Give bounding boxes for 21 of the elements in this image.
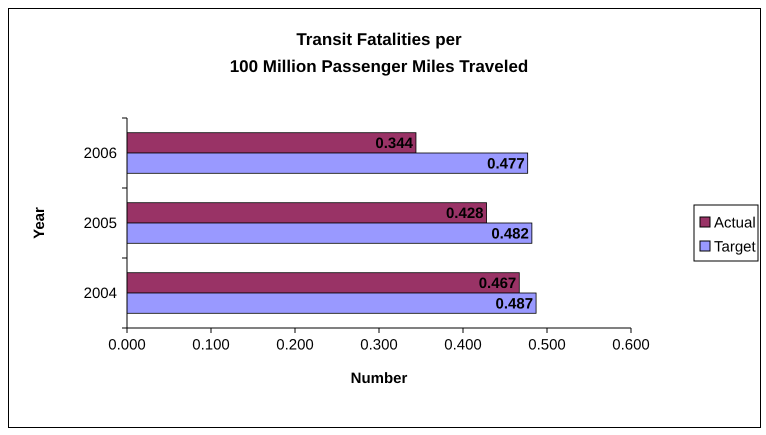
x-tick-label: 0.000 — [108, 336, 146, 354]
y-tick-label: 2004 — [84, 284, 117, 302]
x-tick-label: 0.500 — [528, 336, 566, 354]
data-label: 0.482 — [491, 225, 529, 242]
y-tick-label: 2006 — [84, 144, 117, 162]
data-label: 0.344 — [375, 135, 414, 152]
data-label: 0.428 — [446, 205, 484, 222]
x-tick-label: 0.400 — [444, 336, 482, 354]
legend-label: Target — [714, 238, 757, 256]
x-tick-label: 0.300 — [360, 336, 398, 354]
x-axis-title: Number — [350, 370, 408, 387]
chart-title: Transit Fatalities per 100 Million Passenger Miles Traveled — [230, 30, 528, 76]
y-axis-title: Year — [31, 206, 48, 239]
data-label: 0.477 — [487, 155, 525, 172]
data-label: 0.487 — [496, 295, 534, 312]
y-tick-label: 2005 — [84, 214, 117, 232]
x-tick-label: 0.100 — [192, 336, 230, 354]
data-label: 0.467 — [478, 275, 516, 292]
x-tick-label: 0.200 — [276, 336, 314, 354]
x-tick-label: 0.600 — [612, 336, 650, 354]
legend-label: Actual — [714, 214, 756, 232]
